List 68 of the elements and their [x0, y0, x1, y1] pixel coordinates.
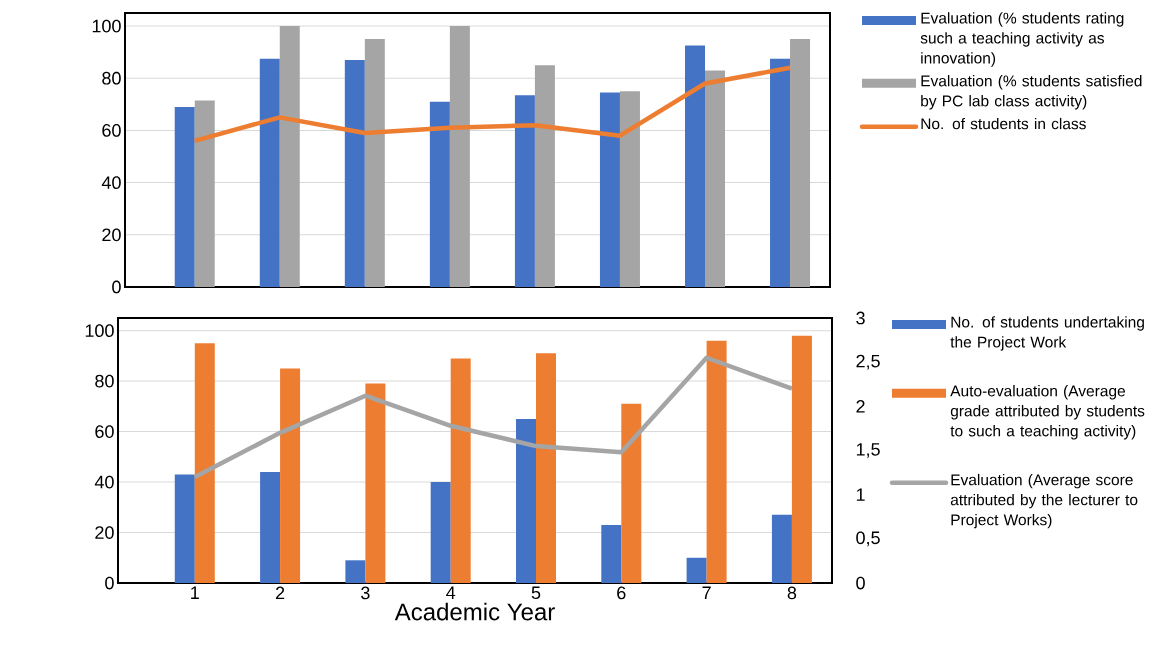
bar [704, 70, 725, 288]
y2-tick-label: 3 [856, 311, 865, 325]
y-tick-label: 60 [102, 124, 121, 137]
line-series [192, 65, 793, 144]
legend-label: Auto-evaluation (Average grade attributed by students to such a teaching activity) [950, 385, 1145, 440]
y-tick-label: 20 [102, 228, 121, 242]
bar [279, 26, 300, 288]
bar [194, 100, 215, 288]
line-series [192, 355, 795, 480]
bar [174, 106, 195, 288]
y-tick-label: 0 [112, 280, 121, 294]
bar [686, 557, 707, 584]
x-tick-label: 7 [702, 586, 711, 599]
y-tick-label: 100 [92, 19, 121, 33]
y2-tick-label: 0,5 [856, 531, 880, 547]
bar [344, 59, 365, 288]
bar [430, 482, 451, 584]
x-axis-title: Academic Year [394, 602, 555, 621]
x-tick-label: 5 [531, 586, 541, 600]
bar [280, 368, 301, 584]
bar [684, 45, 705, 288]
x-tick-label: 8 [787, 586, 797, 600]
x-tick-label: 1 [191, 586, 199, 599]
legend-label: No. of students in class [921, 117, 1086, 130]
bar [260, 471, 281, 584]
legend-label: Evaluation (% students satisfied by PC lab class activity) [921, 75, 1142, 110]
x-tick-label: 4 [446, 586, 456, 599]
y2-tick-label: 2,5 [856, 354, 880, 370]
x-tick-label: 3 [361, 586, 370, 600]
legend-label: Evaluation (Average score attributed by the lecturer to Project Works) [950, 473, 1138, 529]
y2-tick-label: 2 [856, 400, 865, 413]
bar [516, 418, 536, 584]
y-tick-label: 60 [95, 425, 114, 438]
y2-tick-label: 1 [856, 488, 865, 501]
bar [345, 560, 366, 584]
legend-label: Evaluation (% students rating such a teaching activity as innovation) [920, 12, 1124, 67]
bar [770, 58, 791, 288]
y-tick-label: 0 [105, 576, 114, 590]
bar [429, 101, 450, 288]
y-tick-label: 100 [85, 324, 114, 337]
bar [706, 340, 727, 584]
bar [364, 39, 385, 288]
bar [450, 358, 471, 584]
y-tick-label: 40 [101, 176, 121, 189]
y-tick-label: 80 [102, 71, 121, 85]
bar [790, 39, 811, 288]
bar [619, 91, 640, 288]
bar [534, 65, 555, 288]
bar [174, 474, 195, 584]
bar [791, 335, 812, 584]
bar [621, 403, 642, 584]
y2-tick-label: 1,5 [856, 443, 880, 458]
bar [599, 92, 620, 288]
y-tick-label: 80 [95, 374, 114, 388]
x-tick-label: 6 [617, 586, 626, 600]
legend-label: No. of students undertaking the Project Work [950, 316, 1144, 351]
bar [194, 343, 215, 584]
bar [771, 514, 792, 584]
y-tick-label: 20 [95, 526, 114, 539]
x-tick-label: 2 [275, 586, 285, 600]
bar [536, 353, 556, 584]
y2-tick-label: 0 [856, 576, 865, 590]
bar [601, 524, 622, 584]
bar [259, 58, 280, 288]
bar [365, 383, 386, 584]
bar [449, 26, 470, 288]
bar [514, 95, 535, 288]
y-tick-label: 40 [94, 475, 114, 489]
